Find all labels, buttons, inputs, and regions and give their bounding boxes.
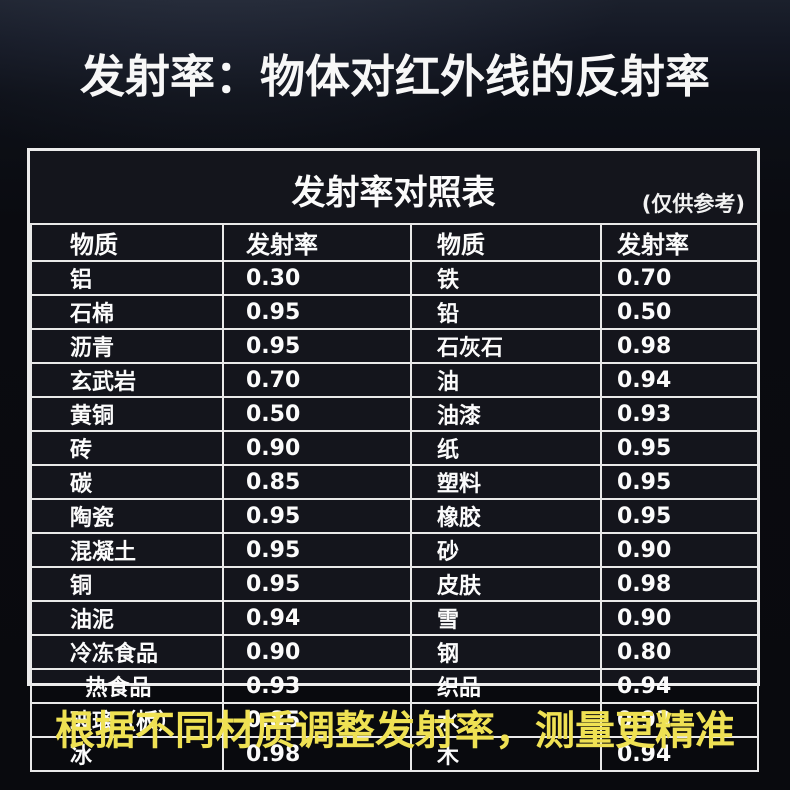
table-row: 油泥 0.94 雪 0.90 bbox=[30, 600, 759, 636]
value-cell: 0.70 bbox=[222, 362, 412, 398]
column-header-emissivity-right: 发射率 bbox=[600, 223, 759, 262]
material-cell: 石灰石 bbox=[410, 328, 602, 364]
table-row: 砖 0.90 纸 0.95 bbox=[30, 430, 759, 466]
table-row: 玄武岩 0.70 油 0.94 bbox=[30, 362, 759, 398]
material-cell: 橡胶 bbox=[410, 498, 602, 534]
value-cell: 0.93 bbox=[600, 396, 759, 432]
material-cell: 混凝土 bbox=[30, 532, 224, 568]
material-cell: 油漆 bbox=[410, 396, 602, 432]
value-cell: 0.80 bbox=[600, 634, 759, 670]
material-cell: 雪 bbox=[410, 600, 602, 636]
material-cell: 铜 bbox=[30, 566, 224, 602]
material-cell: 砂 bbox=[410, 532, 602, 568]
value-cell: 0.95 bbox=[600, 464, 759, 500]
material-cell: 铝 bbox=[30, 260, 224, 296]
value-cell: 0.94 bbox=[600, 668, 759, 704]
value-cell: 0.85 bbox=[222, 464, 412, 500]
emissivity-table: 物质 发射率 物质 发射率 铝 0.30 铁 0.70 石棉 0.95 铅 0.… bbox=[30, 223, 759, 772]
table-row: 铝 0.30 铁 0.70 bbox=[30, 260, 759, 296]
table-note: (仅供参考) bbox=[641, 192, 745, 216]
material-cell: 玻璃（板） bbox=[30, 702, 224, 738]
table-title-bar: 发射率对照表 (仅供参考) bbox=[30, 151, 757, 223]
footer-text: 根据不同材质调整发射率，测量更精准 bbox=[55, 708, 735, 754]
table-row: 混凝土 0.95 砂 0.90 bbox=[30, 532, 759, 568]
column-header-material-left: 物质 bbox=[30, 223, 224, 262]
value-cell: 0.90 bbox=[600, 600, 759, 636]
value-cell: 0.98 bbox=[600, 566, 759, 602]
table-row: 陶瓷 0.95 橡胶 0.95 bbox=[30, 498, 759, 534]
material-cell: 织品 bbox=[410, 668, 602, 704]
material-cell: 石棉 bbox=[30, 294, 224, 330]
value-cell: 0.95 bbox=[222, 294, 412, 330]
material-cell: 碳 bbox=[30, 464, 224, 500]
value-cell: 0.94 bbox=[600, 362, 759, 398]
table-row: 铜 0.95 皮肤 0.98 bbox=[30, 566, 759, 602]
column-header-material-right: 物质 bbox=[410, 223, 602, 262]
emissivity-table-panel: 发射率对照表 (仅供参考) 物质 发射率 物质 发射率 铝 0.30 铁 0.7… bbox=[27, 148, 760, 772]
table-row: 石棉 0.95 铅 0.50 bbox=[30, 294, 759, 330]
table-header-row: 物质 发射率 物质 发射率 bbox=[30, 223, 759, 262]
material-cell: 塑料 bbox=[410, 464, 602, 500]
value-cell: 0.30 bbox=[222, 260, 412, 296]
value-cell: 0.95 bbox=[222, 328, 412, 364]
material-cell: 沥青 bbox=[30, 328, 224, 364]
table-row: 黄铜 0.50 油漆 0.93 bbox=[30, 396, 759, 432]
material-cell: 热食品 bbox=[30, 668, 224, 704]
value-cell: 0.98 bbox=[222, 736, 412, 772]
table-row: 冷冻食品 0.90 钢 0.80 bbox=[30, 634, 759, 670]
table-row: 沥青 0.95 石灰石 0.98 bbox=[30, 328, 759, 364]
value-cell: 0.95 bbox=[222, 498, 412, 534]
value-cell: 0.90 bbox=[600, 532, 759, 568]
value-cell: 0.90 bbox=[222, 430, 412, 466]
material-cell: 冰 bbox=[30, 736, 224, 772]
value-cell: 0.50 bbox=[222, 396, 412, 432]
value-cell: 0.93 bbox=[600, 702, 759, 738]
material-cell: 冷冻食品 bbox=[30, 634, 224, 670]
value-cell: 0.95 bbox=[222, 566, 412, 602]
material-cell: 木 bbox=[410, 736, 602, 772]
page-title: 发射率：物体对红外线的反射率 bbox=[79, 50, 710, 103]
material-cell: 铁 bbox=[410, 260, 602, 296]
value-cell: 0.90 bbox=[222, 634, 412, 670]
value-cell: 0.94 bbox=[600, 736, 759, 772]
material-cell: 铅 bbox=[410, 294, 602, 330]
value-cell: 0.94 bbox=[222, 600, 412, 636]
material-cell: 钢 bbox=[410, 634, 602, 670]
value-cell: 0.95 bbox=[222, 532, 412, 568]
material-cell: 皮肤 bbox=[410, 566, 602, 602]
value-cell: 0.95 bbox=[600, 430, 759, 466]
material-cell: 纸 bbox=[410, 430, 602, 466]
material-cell: 玄武岩 bbox=[30, 362, 224, 398]
material-cell: 砖 bbox=[30, 430, 224, 466]
table-row: 热食品 0.93 织品 0.94 bbox=[30, 668, 759, 704]
material-cell: 水 bbox=[410, 702, 602, 738]
table-row: 玻璃（板） 0.85 水 0.93 bbox=[30, 702, 759, 738]
value-cell: 0.70 bbox=[600, 260, 759, 296]
material-cell: 油 bbox=[410, 362, 602, 398]
table-row: 冰 0.98 木 0.94 bbox=[30, 736, 759, 772]
column-header-emissivity-left: 发射率 bbox=[222, 223, 412, 262]
table-row: 碳 0.85 塑料 0.95 bbox=[30, 464, 759, 500]
value-cell: 0.85 bbox=[222, 702, 412, 738]
material-cell: 陶瓷 bbox=[30, 498, 224, 534]
value-cell: 0.95 bbox=[600, 498, 759, 534]
value-cell: 0.98 bbox=[600, 328, 759, 364]
value-cell: 0.50 bbox=[600, 294, 759, 330]
table-title: 发射率对照表 bbox=[291, 173, 496, 213]
value-cell: 0.93 bbox=[222, 668, 412, 704]
material-cell: 油泥 bbox=[30, 600, 224, 636]
material-cell: 黄铜 bbox=[30, 396, 224, 432]
